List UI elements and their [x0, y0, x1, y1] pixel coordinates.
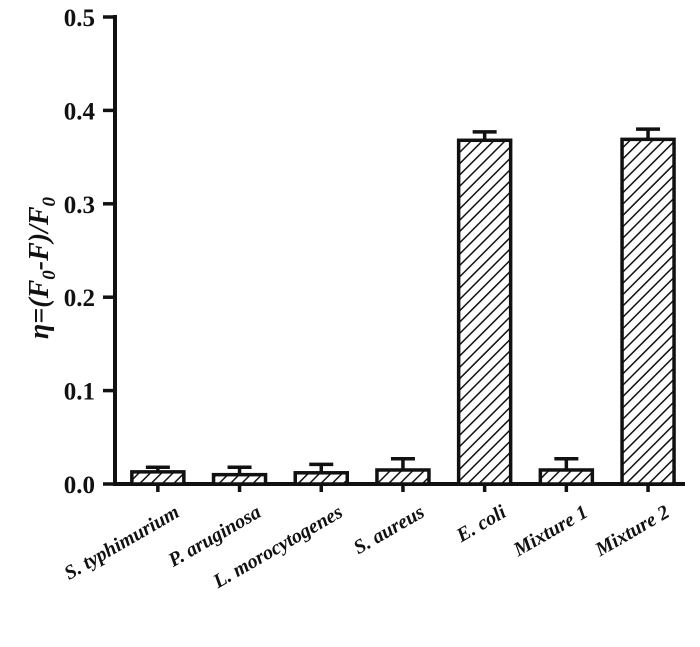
bar — [130, 470, 186, 486]
bar — [620, 137, 676, 486]
x-category-label: Mixture 1 — [509, 501, 592, 561]
y-tick-label: 0.0 — [64, 472, 95, 499]
y-tick-label: 0.1 — [64, 379, 95, 406]
x-category-label: E. coli — [452, 501, 510, 547]
y-tick-label: 0.2 — [64, 285, 95, 312]
y-axis-title: η=(F0-F)/F0 — [24, 196, 60, 339]
bar — [293, 471, 349, 486]
bar — [538, 468, 595, 486]
bar — [211, 472, 268, 486]
y-tick-label: 0.5 — [64, 5, 95, 32]
bar — [456, 138, 513, 486]
x-category-label: S. typhimurium — [60, 501, 183, 585]
x-category-label: S. aureus — [350, 501, 429, 559]
y-tick-label: 0.4 — [64, 98, 96, 125]
x-category-label: Mixture 2 — [591, 501, 674, 561]
y-tick-label: 0.3 — [64, 192, 95, 219]
bar — [375, 468, 431, 486]
